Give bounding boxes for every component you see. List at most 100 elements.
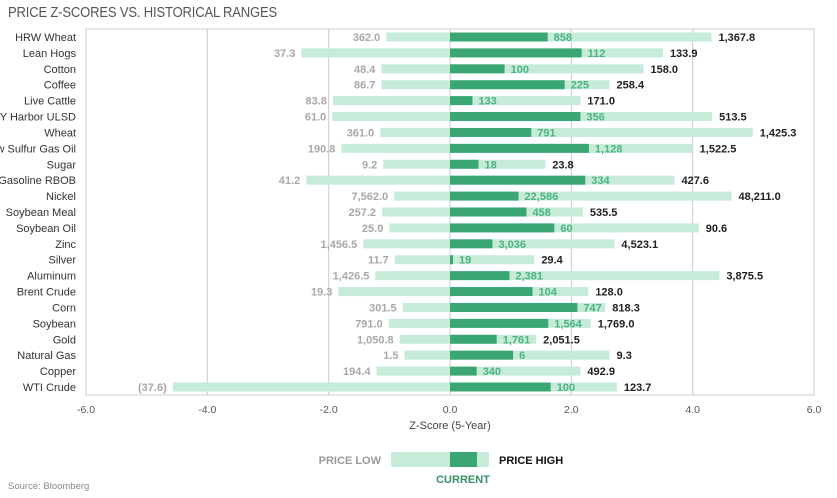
x-axis-title: Z-Score (5-Year) — [409, 420, 491, 432]
high-value-label: 427.6 — [681, 175, 709, 187]
category-label: Copper — [40, 366, 76, 378]
high-value-label: 492.9 — [587, 366, 615, 378]
high-value-label: 133.9 — [670, 48, 698, 60]
current-bar — [450, 159, 479, 169]
current-value-label: 60 — [560, 223, 572, 235]
category-label: Live Cattle — [24, 96, 76, 108]
current-value-label: 1,128 — [595, 143, 623, 155]
legend-low-label: PRICE LOW — [319, 455, 382, 467]
range-bar — [386, 32, 712, 42]
current-bar — [450, 48, 582, 58]
current-value-label: 1,564 — [554, 318, 582, 330]
category-label: Gasoline RBOB — [0, 175, 76, 187]
category-label: Brent Crude — [17, 287, 76, 299]
current-value-label: 104 — [539, 287, 558, 299]
x-tick-label: 2.0 — [564, 404, 579, 416]
category-label: HRW Wheat — [15, 32, 76, 44]
range-bar — [394, 191, 732, 201]
high-value-label: 1,769.0 — [598, 318, 635, 330]
legend-current-swatch — [450, 452, 477, 467]
high-value-label: 258.4 — [617, 80, 645, 92]
current-bar — [450, 318, 549, 328]
high-value-label: 171.0 — [587, 96, 615, 108]
low-value-label: 1,050.8 — [357, 334, 394, 346]
current-bar — [450, 127, 532, 137]
high-value-label: 23.8 — [552, 159, 573, 171]
category-label: Soybean — [33, 318, 76, 330]
high-value-label: 29.4 — [541, 255, 563, 267]
low-value-label: (37.6) — [138, 382, 167, 394]
high-value-label: 123.7 — [624, 382, 652, 394]
current-value-label: 6 — [519, 350, 525, 362]
low-value-label: 301.5 — [369, 302, 397, 314]
low-value-label: 61.0 — [305, 112, 326, 124]
high-value-label: 535.5 — [590, 207, 618, 219]
low-value-label: 19.3 — [311, 287, 332, 299]
category-label: Nickel — [46, 191, 76, 203]
range-bar — [380, 127, 753, 137]
current-bar — [450, 366, 477, 376]
category-label: Cotton — [44, 64, 76, 76]
current-value-label: 858 — [554, 32, 572, 44]
current-value-label: 100 — [511, 64, 529, 76]
category-label: Natural Gas — [17, 350, 76, 362]
current-bar — [450, 350, 514, 360]
current-value-label: 18 — [485, 159, 497, 171]
x-tick-label: -4.0 — [198, 404, 216, 416]
range-bar — [394, 255, 535, 265]
chart-title: PRICE Z-SCORES VS. HISTORICAL RANGES — [8, 5, 278, 21]
high-value-label: 818.3 — [612, 302, 640, 314]
low-value-label: 86.7 — [354, 80, 375, 92]
category-label: Lean Hogs — [23, 48, 77, 60]
current-bar — [450, 32, 548, 42]
high-value-label: 1,522.5 — [700, 143, 737, 155]
current-value-label: 133 — [478, 96, 496, 108]
low-value-label: 1,426.5 — [333, 271, 370, 283]
range-bar — [376, 366, 581, 376]
current-bar — [450, 143, 589, 153]
x-tick-label: 4.0 — [685, 404, 700, 416]
high-value-label: 128.0 — [595, 287, 623, 299]
low-value-label: 791.0 — [355, 318, 383, 330]
current-bar — [450, 96, 473, 106]
current-bar — [450, 382, 551, 392]
low-value-label: 194.4 — [343, 366, 371, 378]
legend-high-label: PRICE HIGH — [499, 455, 563, 467]
high-value-label: 158.0 — [651, 64, 679, 76]
category-label: WTI Crude — [23, 382, 76, 394]
current-value-label: 225 — [571, 80, 589, 92]
high-value-label: 2,051.5 — [543, 334, 580, 346]
x-tick-label: -6.0 — [77, 404, 95, 416]
low-value-label: 11.7 — [368, 255, 389, 267]
high-value-label: 513.5 — [719, 112, 747, 124]
range-bar — [375, 271, 720, 281]
current-value-label: 791 — [537, 127, 555, 139]
category-label: Soybean Meal — [6, 207, 76, 219]
current-bar — [450, 302, 578, 312]
low-value-label: 361.0 — [347, 127, 375, 139]
low-value-label: 9.2 — [362, 159, 377, 171]
low-value-label: 48.4 — [354, 64, 376, 76]
high-value-label: 3,875.5 — [726, 271, 763, 283]
range-bar — [381, 64, 644, 74]
category-label: Wheat — [44, 127, 76, 139]
category-label: Silver — [48, 255, 76, 267]
low-value-label: 190.8 — [308, 143, 336, 155]
category-label: Coffee — [44, 80, 76, 92]
source-note: Source: Bloomberg — [8, 481, 90, 492]
category-label: Low Sulfur Gas Oil — [0, 143, 76, 155]
current-value-label: 2,381 — [515, 271, 543, 283]
current-bar — [450, 271, 510, 281]
current-bar — [450, 80, 565, 90]
category-label: Soybean Oil — [16, 223, 76, 235]
category-label: Corn — [52, 302, 76, 314]
current-bar — [450, 112, 581, 122]
category-label: Sugar — [47, 159, 77, 171]
current-bar — [450, 255, 454, 265]
low-value-label: 257.2 — [349, 207, 377, 219]
category-label: Zinc — [55, 239, 76, 251]
current-value-label: 100 — [557, 382, 575, 394]
low-value-label: 1,456.5 — [321, 239, 358, 251]
current-bar — [450, 287, 533, 297]
category-label: Aluminum — [27, 271, 76, 283]
